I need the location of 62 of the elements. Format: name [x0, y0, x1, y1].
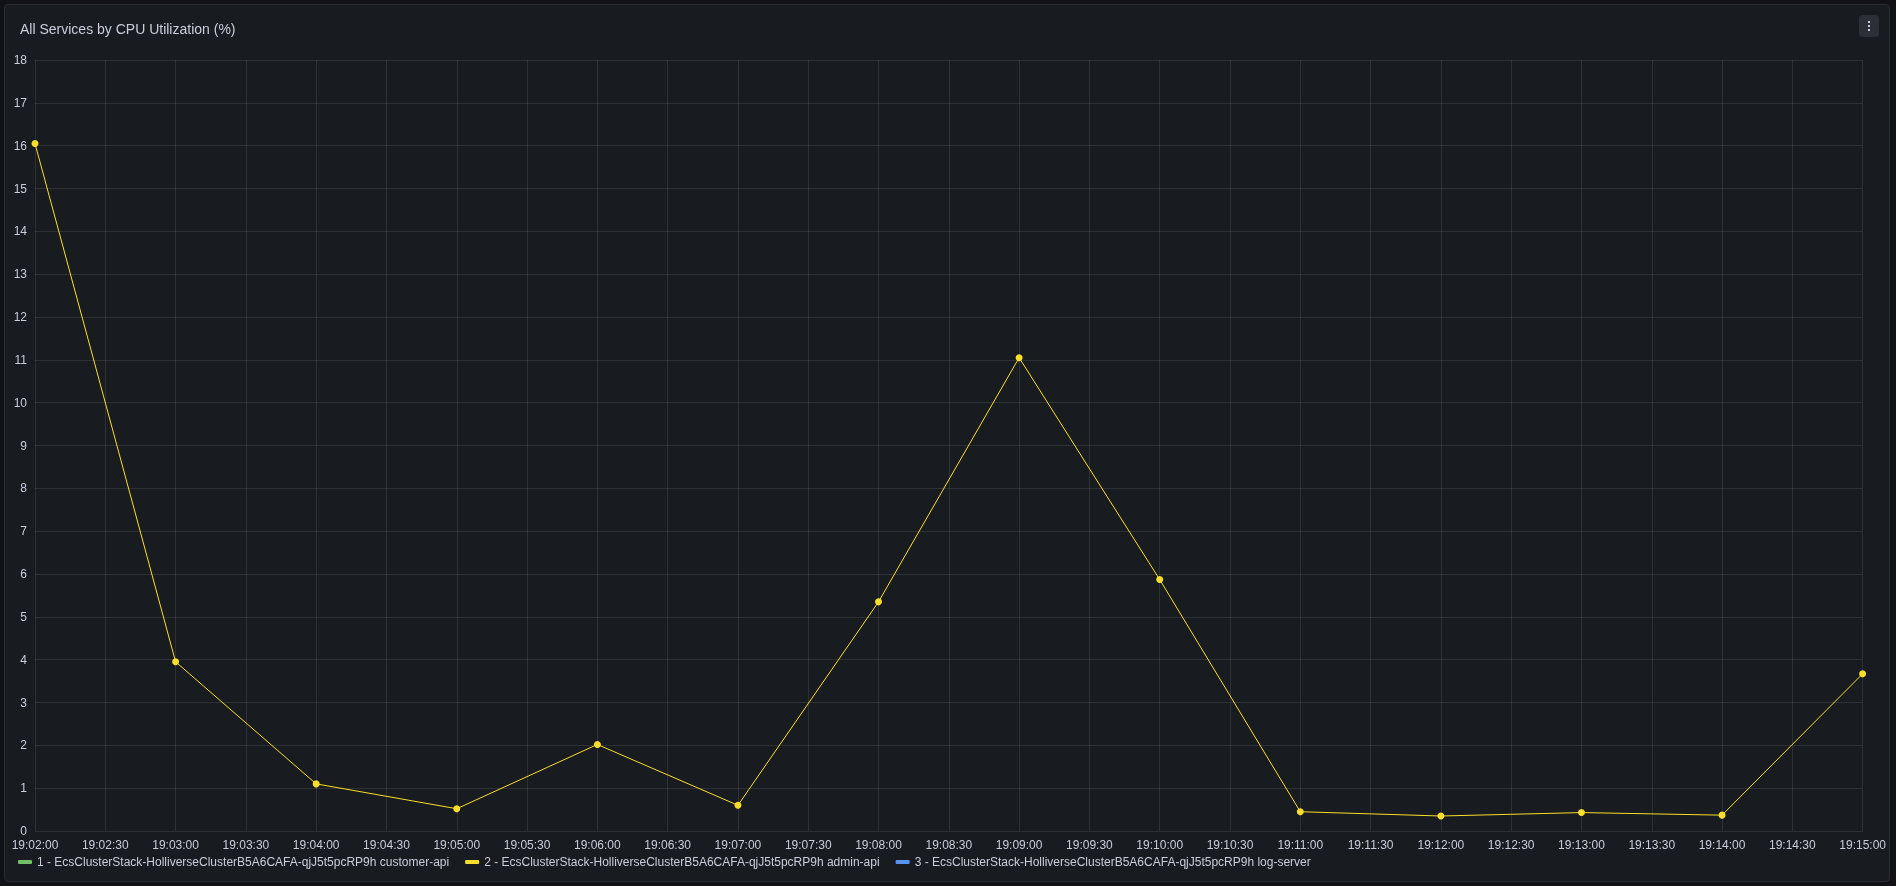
- x-tick-label: 19:07:30: [784, 838, 832, 852]
- x-tick-label: 19:09:30: [1066, 838, 1114, 852]
- x-tick-label: 19:07:00: [714, 838, 762, 852]
- x-tick-label: 19:10:30: [1206, 838, 1254, 852]
- y-tick-label: 18: [13, 53, 28, 67]
- x-tick-label: 19:09:00: [995, 838, 1043, 852]
- legend-label: 3 - EcsClusterStack-HolliverseClusterB5A6CAFA-qjJ5t5pcRP9h log-server: [914, 855, 1311, 869]
- y-tick-label: 12: [13, 310, 28, 324]
- y-tick-label: 1: [20, 781, 28, 796]
- legend-label: 2 - EcsClusterStack-HolliverseClusterB5A6CAFA-qjJ5t5pcRP9h admin-api: [484, 855, 880, 869]
- x-tick-label: 19:11:00: [1277, 838, 1324, 852]
- x-tick-label: 19:14:30: [1768, 838, 1817, 852]
- y-tick-label: 4: [20, 652, 28, 667]
- point: [875, 598, 883, 606]
- point: [312, 780, 320, 788]
- y-tick-label: 2: [20, 738, 28, 753]
- point: [1296, 808, 1304, 816]
- x-tick-label: 19:14:00: [1698, 838, 1746, 852]
- x-tick-label: 19:11:30: [1347, 838, 1394, 852]
- x-tick-label: 19:08:00: [855, 838, 903, 852]
- y-tick-label: 3: [20, 695, 28, 710]
- y-tick-label: 17: [13, 95, 28, 110]
- x-tick-label: 19:04:00: [292, 838, 340, 852]
- y-tick-label: 15: [13, 181, 28, 196]
- x-tick-label: 19:04:30: [363, 838, 411, 852]
- x-tick-label: 19:12:30: [1487, 838, 1535, 852]
- point: [453, 805, 461, 813]
- x-tick-label: 19:13:00: [1558, 838, 1606, 852]
- y-tick-label: 8: [20, 481, 28, 496]
- y-tick-label: 9: [20, 438, 28, 453]
- x-tick-label: 19:06:30: [644, 838, 692, 852]
- y-tick-label: 16: [13, 138, 28, 153]
- y-tick-label: 14: [13, 224, 28, 239]
- point: [31, 140, 39, 148]
- chart-title: All Services by CPU Utilization (%): [20, 21, 236, 37]
- x-tick-label: 19:05:30: [503, 838, 551, 852]
- y-tick-label: 0: [20, 824, 28, 838]
- x-tick-label: 19:15:00: [1839, 838, 1887, 852]
- x-tick-label: 19:03:30: [222, 838, 270, 852]
- y-tick-label: 5: [20, 609, 28, 624]
- y-tick-label: 13: [13, 267, 28, 282]
- point: [1577, 809, 1585, 817]
- point: [593, 740, 601, 748]
- x-tick-label: 19:13:30: [1628, 838, 1676, 852]
- x-tick-label: 19:02:00: [11, 838, 59, 852]
- y-tick-label: 10: [13, 395, 28, 410]
- x-tick-label: 19:08:30: [925, 838, 973, 852]
- point: [734, 801, 742, 809]
- point: [1015, 354, 1023, 362]
- x-tick-label: 19:12:00: [1417, 838, 1465, 852]
- x-tick-label: 19:02:30: [81, 838, 129, 852]
- x-tick-label: 19:10:00: [1136, 838, 1184, 852]
- x-tick-label: 19:05:00: [433, 838, 481, 852]
- x-tick-label: 19:06:00: [573, 838, 622, 852]
- point: [1859, 670, 1867, 678]
- legend-label: 1 - EcsClusterStack-HolliverseClusterB5A6CAFA-qjJ5t5pcRP9h customer-api: [37, 855, 450, 869]
- point: [172, 658, 180, 666]
- y-tick-label: 6: [20, 567, 28, 581]
- x-tick-label: 19:03:00: [152, 838, 200, 852]
- y-tick-label: 11: [14, 352, 28, 367]
- point: [1156, 576, 1164, 584]
- y-tick-label: 7: [20, 524, 28, 539]
